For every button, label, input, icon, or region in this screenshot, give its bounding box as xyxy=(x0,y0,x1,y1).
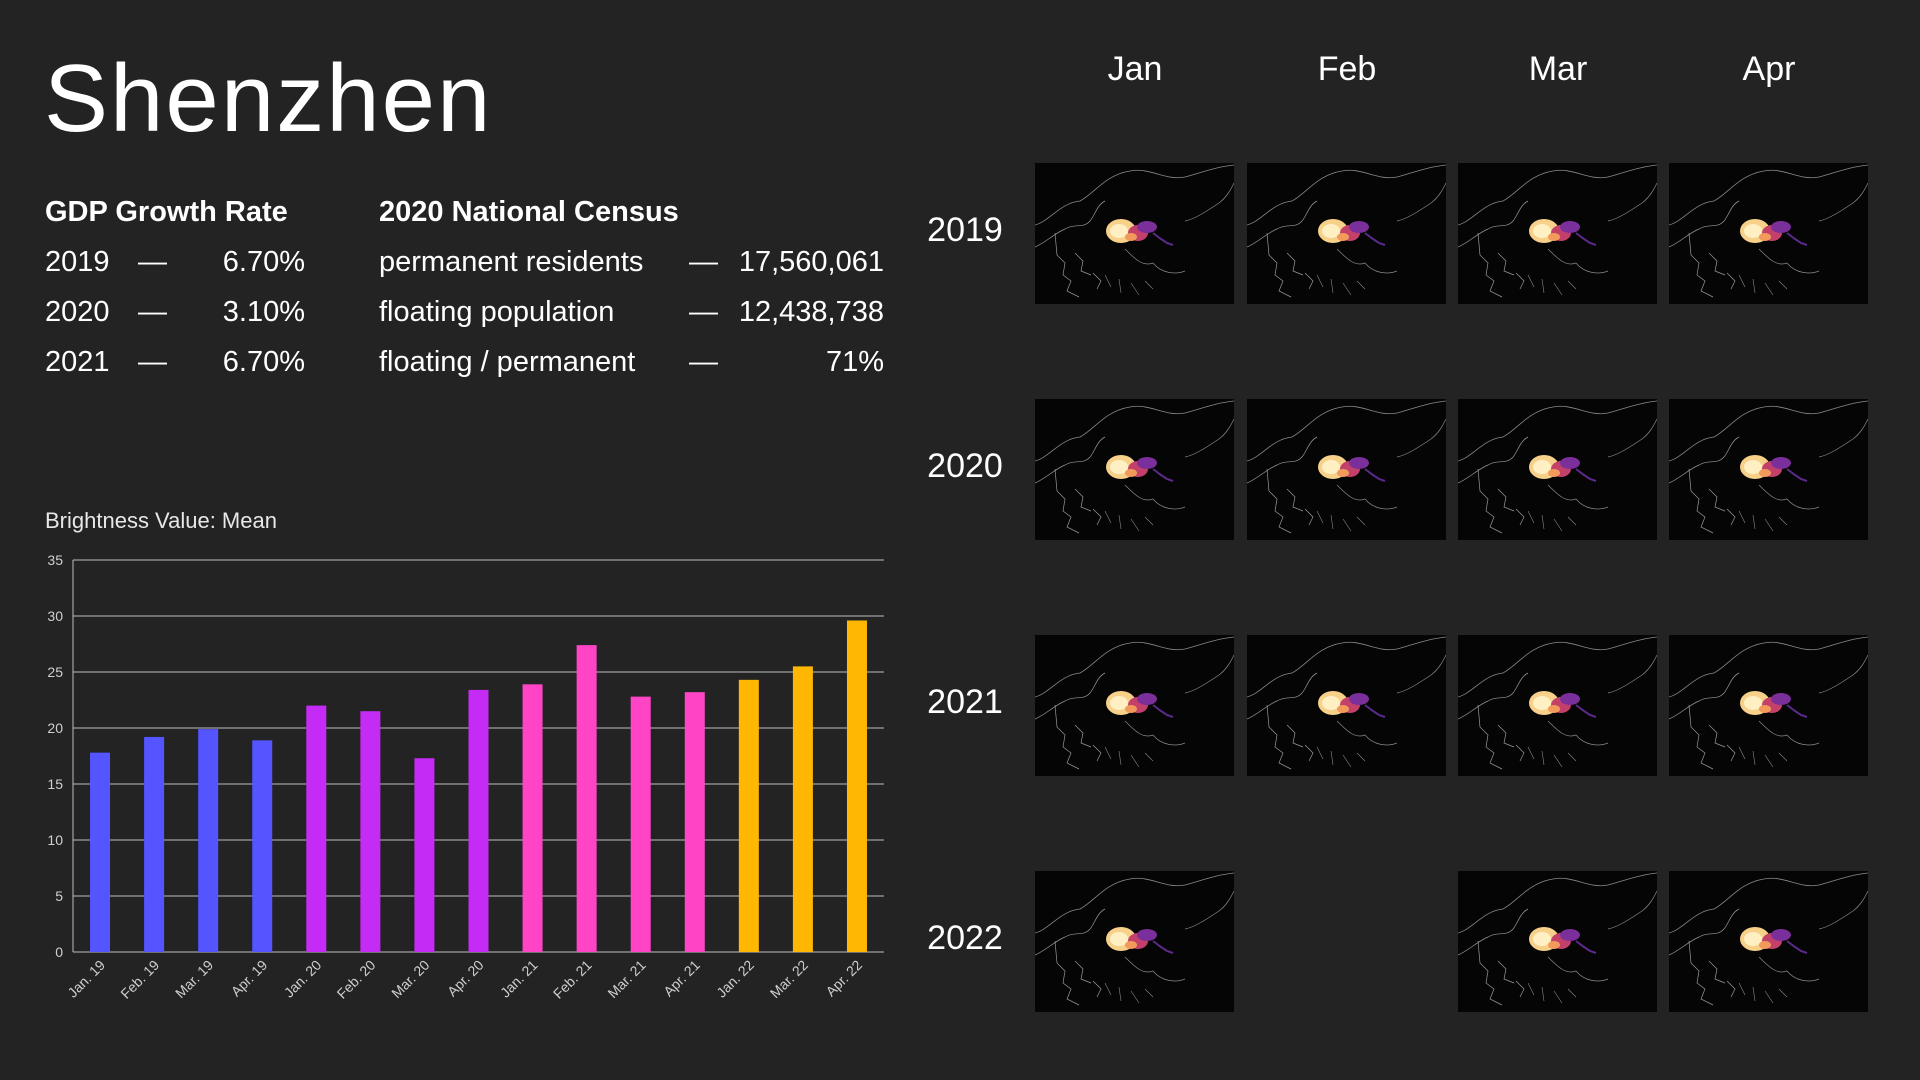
gdp-year: 2020 xyxy=(45,296,110,328)
x-tick-label: Jan. 19 xyxy=(64,957,108,1001)
gdp-dash: — xyxy=(138,296,167,328)
month-header: Apr xyxy=(1742,50,1796,88)
x-tick-label: Apr. 19 xyxy=(228,957,271,1000)
night-light-map-thumbnail xyxy=(1247,399,1446,540)
bar xyxy=(576,645,597,952)
x-tick-label: Feb. 21 xyxy=(550,957,595,1002)
census-label: floating / permanent xyxy=(379,346,636,378)
night-light-map-thumbnail xyxy=(1669,635,1868,776)
gdp-row: 2019 — 6.70% xyxy=(45,246,305,282)
bar xyxy=(522,684,543,952)
x-tick-label: Jan. 20 xyxy=(281,957,325,1001)
bar xyxy=(792,666,813,952)
gdp-heading: GDP Growth Rate xyxy=(45,196,288,228)
bar xyxy=(306,705,327,952)
night-light-map-thumbnail xyxy=(1247,635,1446,776)
x-tick-label: Mar. 22 xyxy=(767,957,811,1001)
gdp-row: 2020 — 3.10% xyxy=(45,296,305,332)
year-header: 2022 xyxy=(927,919,1003,957)
night-light-map-thumbnail xyxy=(1035,871,1234,1012)
bar xyxy=(846,620,867,952)
x-tick-label: Feb. 20 xyxy=(334,957,379,1002)
census-row: floating population — 12,438,738 xyxy=(379,296,884,332)
page-title: Shenzhen xyxy=(44,45,493,152)
gdp-value: 6.70% xyxy=(222,346,305,378)
y-tick-label: 0 xyxy=(55,944,63,960)
night-light-map-thumbnail xyxy=(1458,871,1657,1012)
bar xyxy=(198,729,219,952)
census-dash: — xyxy=(689,246,718,278)
night-light-map-thumbnail xyxy=(1035,163,1234,304)
night-light-map-thumbnail xyxy=(1669,163,1868,304)
census-value: 12,438,738 xyxy=(738,296,884,328)
x-tick-label: Feb. 19 xyxy=(117,957,162,1002)
year-header: 2019 xyxy=(927,211,1003,249)
brightness-bar-chart: 0 5 10 15 20 25 30 35 Jan. 19 Feb. 19 Mar. 19 Apr. … xyxy=(47,552,884,1002)
x-tick-label: Apr. 20 xyxy=(444,957,487,1000)
y-tick-label: 10 xyxy=(47,832,63,848)
census-label: permanent residents xyxy=(379,246,644,278)
census-label: floating population xyxy=(379,296,615,328)
gdp-dash: — xyxy=(138,346,167,378)
chart-title: Brightness Value: Mean xyxy=(45,508,277,533)
night-light-map-thumbnail xyxy=(1035,399,1234,540)
night-light-map-thumbnail xyxy=(1247,163,1446,304)
gdp-value: 6.70% xyxy=(222,246,305,278)
bar xyxy=(414,758,435,952)
census-heading: 2020 National Census xyxy=(379,196,679,228)
gdp-year: 2021 xyxy=(45,346,110,378)
bar xyxy=(684,692,705,952)
x-tick-label: Jan. 21 xyxy=(497,957,541,1001)
bar xyxy=(468,689,489,952)
night-light-map-thumbnail xyxy=(1035,635,1234,776)
month-header: Feb xyxy=(1317,50,1377,88)
x-tick-label: Jan. 22 xyxy=(713,957,757,1001)
bar xyxy=(144,736,165,952)
night-light-map-thumbnail xyxy=(1458,163,1657,304)
census-row: permanent residents — 17,560,061 xyxy=(379,246,884,282)
bar xyxy=(630,696,651,952)
night-light-map-thumbnail xyxy=(1458,635,1657,776)
gdp-row: 2021 — 6.70% xyxy=(45,346,305,382)
month-header: Jan xyxy=(1107,50,1163,88)
night-light-map-thumbnail xyxy=(1458,399,1657,540)
census-value: 17,560,061 xyxy=(738,246,884,278)
x-tick-label: Apr. 21 xyxy=(660,957,703,1000)
y-tick-label: 25 xyxy=(47,664,63,680)
bar xyxy=(252,740,273,952)
x-tick-label: Mar. 19 xyxy=(172,957,216,1001)
x-tick-label: Mar. 20 xyxy=(388,957,432,1001)
bar xyxy=(90,752,111,952)
night-light-map-thumbnail xyxy=(1669,399,1868,540)
year-header: 2020 xyxy=(927,447,1003,485)
bar xyxy=(738,679,759,952)
y-tick-label: 15 xyxy=(47,776,63,792)
census-row: floating / permanent — 71% xyxy=(379,346,884,382)
x-tick-label: Apr. 22 xyxy=(822,957,865,1000)
y-tick-label: 20 xyxy=(47,720,63,736)
y-tick-label: 5 xyxy=(55,888,63,904)
gdp-value: 3.10% xyxy=(222,296,305,328)
year-header: 2021 xyxy=(927,683,1003,721)
gdp-dash: — xyxy=(138,246,167,278)
month-header: Mar xyxy=(1528,50,1588,88)
census-dash: — xyxy=(689,296,718,328)
census-dash: — xyxy=(689,346,718,378)
census-value: 71% xyxy=(825,346,884,378)
y-tick-label: 35 xyxy=(47,552,63,568)
x-tick-label: Mar. 21 xyxy=(604,957,648,1001)
gdp-year: 2019 xyxy=(45,246,110,278)
bar xyxy=(360,711,381,952)
night-light-map-thumbnail xyxy=(1669,871,1868,1012)
y-tick-label: 30 xyxy=(47,608,63,624)
